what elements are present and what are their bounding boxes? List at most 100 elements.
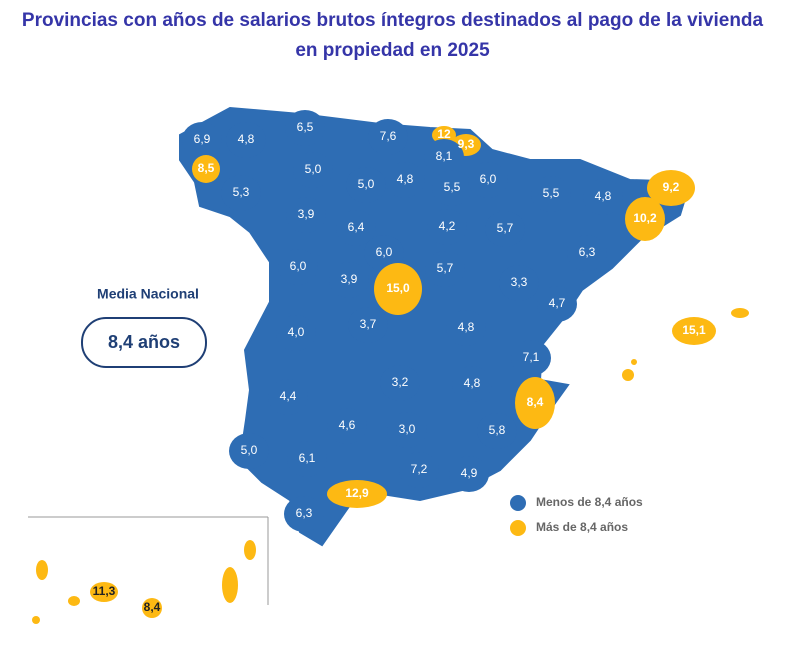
- province-label: 5,8: [489, 423, 506, 437]
- province-label: 8,4: [527, 395, 544, 409]
- province-area: [192, 155, 220, 183]
- province-label: 5,7: [497, 221, 514, 235]
- province-label: 4,2: [439, 219, 456, 233]
- province-area: [229, 433, 269, 469]
- province-area: [329, 262, 369, 298]
- province-area: [399, 452, 439, 488]
- province-area: [284, 496, 324, 532]
- province-label: 11,3: [93, 584, 116, 598]
- province-area: [286, 197, 326, 233]
- province-area: [380, 365, 420, 401]
- province-area: [446, 310, 486, 346]
- province-label: 7,6: [380, 129, 397, 143]
- province-label: 4,7: [549, 296, 566, 310]
- province-area: [142, 598, 162, 618]
- province-area: [515, 377, 555, 429]
- province-area: [647, 170, 695, 206]
- province-label: 8,4: [144, 600, 161, 614]
- province-area: [336, 210, 376, 246]
- province-area: [348, 307, 388, 343]
- province-area: [90, 582, 118, 602]
- province-area: [537, 286, 577, 322]
- province-area: [68, 596, 80, 606]
- province-area: [327, 408, 367, 444]
- legend-label: Más de 8,4 años: [536, 520, 628, 534]
- province-area: [499, 265, 539, 301]
- province-area: [278, 249, 318, 285]
- province-area: [222, 567, 238, 603]
- province-area: [432, 126, 456, 144]
- province-label: 15,1: [682, 323, 706, 337]
- province-area: [226, 122, 266, 158]
- province-area: [385, 162, 425, 198]
- province-label: 6,5: [297, 120, 314, 134]
- province-label: 6,4: [348, 220, 365, 234]
- province-label: 6,3: [579, 245, 596, 259]
- province-area: [268, 379, 308, 415]
- province-area: [477, 413, 517, 449]
- province-label: 6,1: [299, 451, 316, 465]
- province-label: 3,9: [298, 207, 315, 221]
- province-label: 3,3: [511, 275, 528, 289]
- province-label: 6,0: [290, 259, 307, 273]
- title: Provincias con años de salarios brutos í…: [21, 10, 764, 61]
- province-label: 12,9: [345, 486, 369, 500]
- province-area: [32, 616, 40, 624]
- province-area: [346, 167, 386, 203]
- province-area: [244, 540, 256, 560]
- province-label: 4,9: [461, 466, 478, 480]
- province-area: [625, 197, 665, 241]
- legend-label: Menos de 8,4 años: [536, 495, 643, 509]
- province-label: 15,0: [386, 281, 410, 295]
- province-area: [276, 315, 316, 351]
- legend-marker: [510, 495, 526, 511]
- province-label: 8,5: [198, 161, 215, 175]
- province-area: [485, 211, 525, 247]
- province-label: 6,9: [194, 132, 211, 146]
- province-area: [567, 235, 607, 271]
- province-label: 5,0: [241, 443, 258, 457]
- province-area: [387, 412, 427, 448]
- province-label: 6,0: [376, 245, 393, 259]
- province-label: 4,8: [397, 172, 414, 186]
- province-area: [449, 456, 489, 492]
- province-label: 5,3: [233, 185, 250, 199]
- province-label: 5,7: [437, 261, 454, 275]
- province-label: 5,0: [305, 162, 322, 176]
- province-label: 3,0: [399, 422, 416, 436]
- province-label: 4,8: [458, 320, 475, 334]
- province-label: 5,5: [444, 180, 461, 194]
- province-area: [424, 139, 464, 175]
- province-label: 6,0: [480, 172, 497, 186]
- province-area: [731, 308, 749, 318]
- province-label: 5,5: [543, 186, 560, 200]
- province-label: 4,4: [280, 389, 297, 403]
- province-label: 4,8: [595, 189, 612, 203]
- province-area: [285, 110, 325, 146]
- province-label: 7,1: [523, 350, 540, 364]
- province-area: [511, 340, 551, 376]
- province-area: [368, 119, 408, 155]
- province-area: [374, 263, 422, 315]
- province-area: [468, 162, 508, 198]
- province-label: 9,3: [458, 137, 475, 151]
- province-area: [427, 209, 467, 245]
- province-label: 4,0: [288, 325, 305, 339]
- province-area: [221, 175, 261, 211]
- province-area: [182, 122, 222, 158]
- province-label: 4,8: [464, 376, 481, 390]
- province-label: 4,8: [238, 132, 255, 146]
- province-label: 12: [437, 127, 451, 141]
- province-area: [531, 176, 571, 212]
- province-label: 8,1: [436, 149, 453, 163]
- province-label: 9,2: [663, 180, 680, 194]
- province-label: 3,9: [341, 272, 358, 286]
- province-label: 6,3: [296, 506, 313, 520]
- province-label: 10,2: [633, 211, 657, 225]
- province-label: 4,6: [339, 418, 356, 432]
- province-area: [425, 251, 465, 287]
- province-area: [327, 480, 387, 508]
- province-area: [293, 152, 333, 188]
- province-area: [287, 441, 327, 477]
